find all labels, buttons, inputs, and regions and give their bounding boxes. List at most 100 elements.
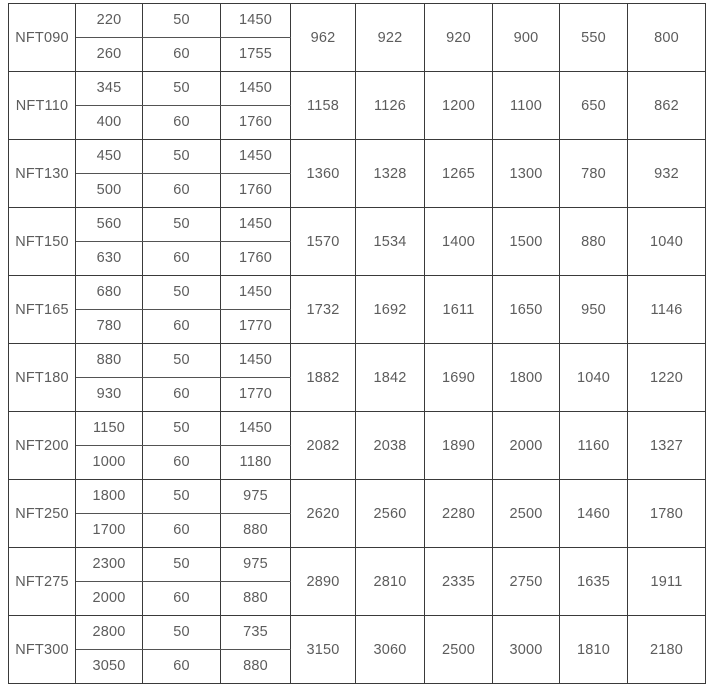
sub-cell-c-top: 1450 <box>220 207 291 242</box>
value-cell-1: 1570 <box>290 207 356 276</box>
value-cell-2: 922 <box>355 3 425 72</box>
table-row: NFT150 560 50 1450 1570 1534 1400 1500 880 1040 <box>8 207 706 276</box>
sub-cell-c-bottom: 880 <box>220 513 291 548</box>
sub-cell-c-top: 975 <box>220 479 291 514</box>
sub-cell-b-bottom: 60 <box>142 513 221 548</box>
value-cell-2: 1692 <box>355 275 425 344</box>
value-cell-2: 3060 <box>355 615 425 684</box>
value-cell-6: 1040 <box>627 207 706 276</box>
model-cell: NFT165 <box>8 275 76 344</box>
sub-cell-a-bottom: 260 <box>75 37 143 72</box>
value-cell-2: 2560 <box>355 479 425 548</box>
sub-cell-b-top: 50 <box>142 547 221 582</box>
sub-cell-c-bottom: 1770 <box>220 309 291 344</box>
model-cell: NFT200 <box>8 411 76 480</box>
table-row: NFT250 1800 50 975 2620 2560 2280 2500 1460 1780 <box>8 479 706 548</box>
sub-cell-a-top: 560 <box>75 207 143 242</box>
sub-cell-c-bottom: 1755 <box>220 37 291 72</box>
value-cell-1: 1360 <box>290 139 356 208</box>
spec-table-container: NFT090 220 50 1450 962 922 920 900 550 800 260 60 17… <box>8 3 706 684</box>
sub-cell-b-top: 50 <box>142 139 221 174</box>
value-cell-6: 1220 <box>627 343 706 412</box>
model-cell: NFT250 <box>8 479 76 548</box>
sub-cell-a-top: 345 <box>75 71 143 106</box>
table-row: NFT165 680 50 1450 1732 1692 1611 1650 950 1146 <box>8 275 706 344</box>
value-cell-3: 1200 <box>424 71 493 140</box>
sub-cell-c-top: 1450 <box>220 411 291 446</box>
sub-cell-a-bottom: 1700 <box>75 513 143 548</box>
sub-cell-c-bottom: 1760 <box>220 241 291 276</box>
sub-cell-b-bottom: 60 <box>142 173 221 208</box>
sub-cell-b-bottom: 60 <box>142 241 221 276</box>
table-row: NFT300 2800 50 735 3150 3060 2500 3000 1810 2180 <box>8 615 706 684</box>
table-row: 780 60 1770 <box>9 309 706 344</box>
table-row: 930 60 1770 <box>9 377 706 412</box>
value-cell-4: 2750 <box>492 547 560 616</box>
value-cell-6: 800 <box>627 3 706 72</box>
sub-cell-b-bottom: 60 <box>142 105 221 140</box>
sub-cell-c-top: 1450 <box>220 71 291 106</box>
sub-cell-b-bottom: 60 <box>142 445 221 480</box>
sub-cell-a-bottom: 630 <box>75 241 143 276</box>
sub-cell-c-bottom: 1770 <box>220 377 291 412</box>
value-cell-1: 3150 <box>290 615 356 684</box>
value-cell-3: 2500 <box>424 615 493 684</box>
sub-cell-a-top: 220 <box>75 3 143 38</box>
value-cell-6: 2180 <box>627 615 706 684</box>
sub-cell-c-top: 735 <box>220 615 291 650</box>
sub-cell-a-top: 450 <box>75 139 143 174</box>
table-row: NFT200 1150 50 1450 2082 2038 1890 2000 1160 1327 <box>8 411 706 480</box>
value-cell-4: 1500 <box>492 207 560 276</box>
sub-cell-a-bottom: 2000 <box>75 581 143 616</box>
model-cell: NFT180 <box>8 343 76 412</box>
value-cell-1: 2082 <box>290 411 356 480</box>
value-cell-1: 1882 <box>290 343 356 412</box>
sub-cell-b-top: 50 <box>142 343 221 378</box>
sub-cell-b-top: 50 <box>142 275 221 310</box>
value-cell-4: 2500 <box>492 479 560 548</box>
value-cell-5: 1810 <box>559 615 628 684</box>
value-cell-4: 3000 <box>492 615 560 684</box>
sub-cell-b-top: 50 <box>142 479 221 514</box>
value-cell-6: 1911 <box>627 547 706 616</box>
value-cell-2: 1534 <box>355 207 425 276</box>
model-cell: NFT090 <box>8 3 76 72</box>
sub-cell-a-top: 1800 <box>75 479 143 514</box>
value-cell-3: 2335 <box>424 547 493 616</box>
value-cell-3: 1690 <box>424 343 493 412</box>
value-cell-6: 1327 <box>627 411 706 480</box>
sub-cell-b-bottom: 60 <box>142 581 221 616</box>
value-cell-4: 900 <box>492 3 560 72</box>
sub-cell-b-bottom: 60 <box>142 37 221 72</box>
value-cell-1: 1732 <box>290 275 356 344</box>
sub-cell-b-top: 50 <box>142 3 221 38</box>
model-cell: NFT275 <box>8 547 76 616</box>
table-row: 2000 60 880 <box>9 581 706 616</box>
table-row: 500 60 1760 <box>9 173 706 208</box>
sub-cell-a-bottom: 500 <box>75 173 143 208</box>
sub-cell-a-bottom: 1000 <box>75 445 143 480</box>
value-cell-3: 2280 <box>424 479 493 548</box>
value-cell-6: 1780 <box>627 479 706 548</box>
value-cell-1: 2890 <box>290 547 356 616</box>
value-cell-5: 1160 <box>559 411 628 480</box>
sub-cell-c-top: 1450 <box>220 3 291 38</box>
table-row: 400 60 1760 <box>9 105 706 140</box>
table-row: 1000 60 1180 <box>9 445 706 480</box>
table-row: NFT090 220 50 1450 962 922 920 900 550 800 <box>8 3 706 72</box>
spec-table-body: NFT090 220 50 1450 962 922 920 900 550 800 260 60 17… <box>8 3 706 684</box>
table-row: NFT275 2300 50 975 2890 2810 2335 2750 1635 1911 <box>8 547 706 616</box>
value-cell-2: 1842 <box>355 343 425 412</box>
sub-cell-a-bottom: 400 <box>75 105 143 140</box>
value-cell-2: 2810 <box>355 547 425 616</box>
nft-specification-table: NFT090 220 50 1450 962 922 920 900 550 800 260 60 17… <box>8 3 706 684</box>
value-cell-5: 950 <box>559 275 628 344</box>
value-cell-5: 1635 <box>559 547 628 616</box>
value-cell-1: 962 <box>290 3 356 72</box>
value-cell-3: 1400 <box>424 207 493 276</box>
sub-cell-c-top: 975 <box>220 547 291 582</box>
value-cell-2: 1328 <box>355 139 425 208</box>
value-cell-3: 1265 <box>424 139 493 208</box>
value-cell-1: 1158 <box>290 71 356 140</box>
sub-cell-c-top: 1450 <box>220 275 291 310</box>
